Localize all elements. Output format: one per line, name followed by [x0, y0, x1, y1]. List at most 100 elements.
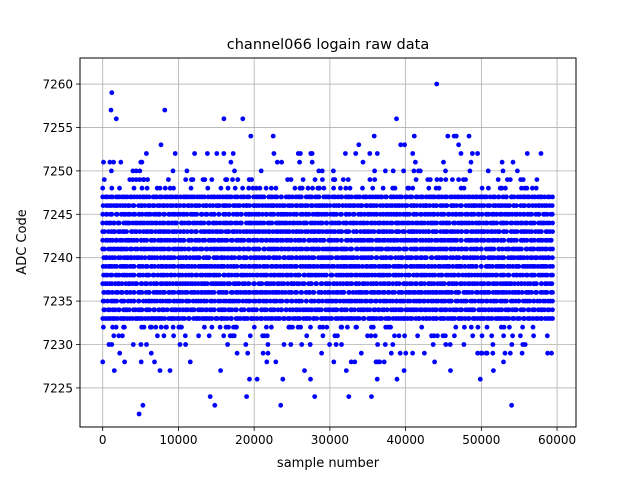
data-point	[485, 229, 491, 235]
data-point	[352, 359, 358, 365]
data-point	[386, 290, 392, 295]
data-point	[374, 255, 380, 261]
data-point	[549, 350, 554, 356]
data-point	[278, 402, 284, 408]
data-point	[494, 298, 499, 304]
data-point	[455, 298, 461, 304]
data-point	[144, 151, 149, 156]
data-point	[232, 255, 237, 261]
data-point	[331, 264, 337, 269]
data-point	[481, 237, 487, 243]
data-point	[470, 220, 475, 226]
data-point	[264, 359, 270, 365]
data-point	[173, 237, 178, 243]
data-point	[182, 333, 188, 339]
data-point	[110, 290, 115, 295]
data-point	[236, 281, 242, 287]
data-point	[401, 220, 407, 226]
data-point	[519, 220, 525, 226]
data-point	[141, 324, 147, 330]
data-point	[110, 194, 115, 200]
data-point	[281, 342, 287, 347]
data-point	[279, 159, 284, 165]
data-point	[171, 255, 177, 261]
data-point	[253, 185, 259, 191]
data-point	[241, 307, 247, 313]
data-point	[550, 264, 555, 269]
data-point	[195, 290, 201, 295]
data-point	[350, 290, 356, 295]
data-point	[117, 350, 123, 356]
data-point	[409, 194, 415, 200]
data-point	[101, 298, 107, 304]
data-point	[494, 281, 500, 287]
data-point	[225, 342, 231, 347]
data-point	[294, 290, 300, 295]
data-point	[369, 246, 375, 252]
data-point	[134, 246, 140, 252]
data-point	[204, 203, 210, 209]
data-point	[264, 237, 270, 243]
data-point	[248, 133, 254, 139]
chart-title: channel066 logain raw data	[227, 37, 429, 53]
data-point	[204, 307, 210, 313]
data-point	[190, 177, 196, 183]
data-point	[300, 177, 306, 183]
data-point	[472, 298, 478, 304]
data-point	[501, 333, 506, 339]
data-point	[417, 168, 423, 174]
data-point	[526, 194, 532, 200]
data-point	[444, 194, 450, 200]
data-point	[333, 342, 339, 347]
data-point	[392, 333, 397, 339]
data-point	[544, 246, 549, 252]
data-point	[537, 298, 543, 304]
data-point	[479, 185, 485, 191]
data-point	[486, 211, 492, 217]
data-point	[370, 185, 376, 191]
data-point	[172, 272, 178, 278]
data-point	[211, 307, 217, 313]
data-point	[419, 211, 424, 217]
data-point	[367, 151, 373, 156]
data-point	[171, 290, 177, 295]
data-point	[414, 203, 420, 209]
data-point	[100, 220, 106, 226]
data-point	[271, 151, 277, 156]
data-point	[389, 255, 394, 261]
data-point	[144, 281, 150, 287]
data-point	[550, 220, 555, 226]
data-point	[111, 333, 117, 339]
data-point	[312, 394, 318, 399]
data-point	[179, 272, 185, 278]
data-point	[182, 246, 188, 252]
data-point	[130, 342, 136, 347]
data-point	[432, 359, 437, 365]
data-point	[309, 151, 315, 156]
data-point	[254, 237, 260, 243]
data-point	[426, 185, 432, 191]
data-point	[148, 350, 154, 356]
data-point	[386, 246, 392, 252]
data-point	[137, 229, 143, 235]
data-point	[453, 133, 459, 139]
data-point	[443, 307, 449, 313]
data-point	[237, 255, 243, 261]
data-point	[524, 185, 530, 191]
data-point	[479, 350, 485, 356]
data-point	[259, 281, 265, 287]
data-point	[214, 151, 220, 156]
data-point	[321, 237, 327, 243]
data-point	[309, 194, 315, 200]
data-point	[289, 272, 294, 278]
data-point	[218, 298, 223, 304]
data-point	[532, 272, 537, 278]
data-point	[131, 203, 137, 209]
data-point	[479, 211, 485, 217]
data-point	[319, 168, 325, 174]
data-point	[297, 316, 302, 321]
data-point	[399, 307, 405, 313]
data-point	[454, 203, 459, 209]
data-point	[124, 229, 129, 235]
data-point	[199, 246, 205, 252]
